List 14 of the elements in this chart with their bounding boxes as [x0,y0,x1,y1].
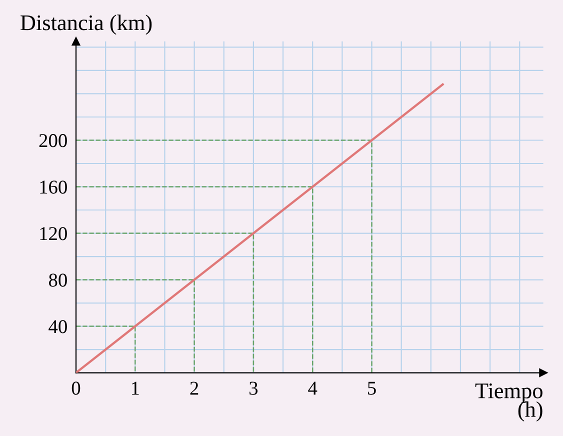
y-tick-label: 200 [39,134,67,148]
y-tick-label: 120 [40,227,67,240]
y-tick-label: 40 [48,320,67,334]
x-tick-label: 1 [132,382,139,395]
x-tick-label: 2 [190,382,198,395]
x-tick-label: 4 [308,382,318,395]
x-tick-label: 5 [368,382,376,395]
line-series [76,83,444,373]
x-tick-label: 3 [250,382,258,395]
y-tick-label: 80 [48,274,67,287]
y-tick-label: 160 [40,180,67,194]
y-axis-title: Distancia (km) [20,14,152,35]
x-axis-title: Tiempo (h) [475,383,542,422]
x-tick-label: 0 [72,382,80,395]
